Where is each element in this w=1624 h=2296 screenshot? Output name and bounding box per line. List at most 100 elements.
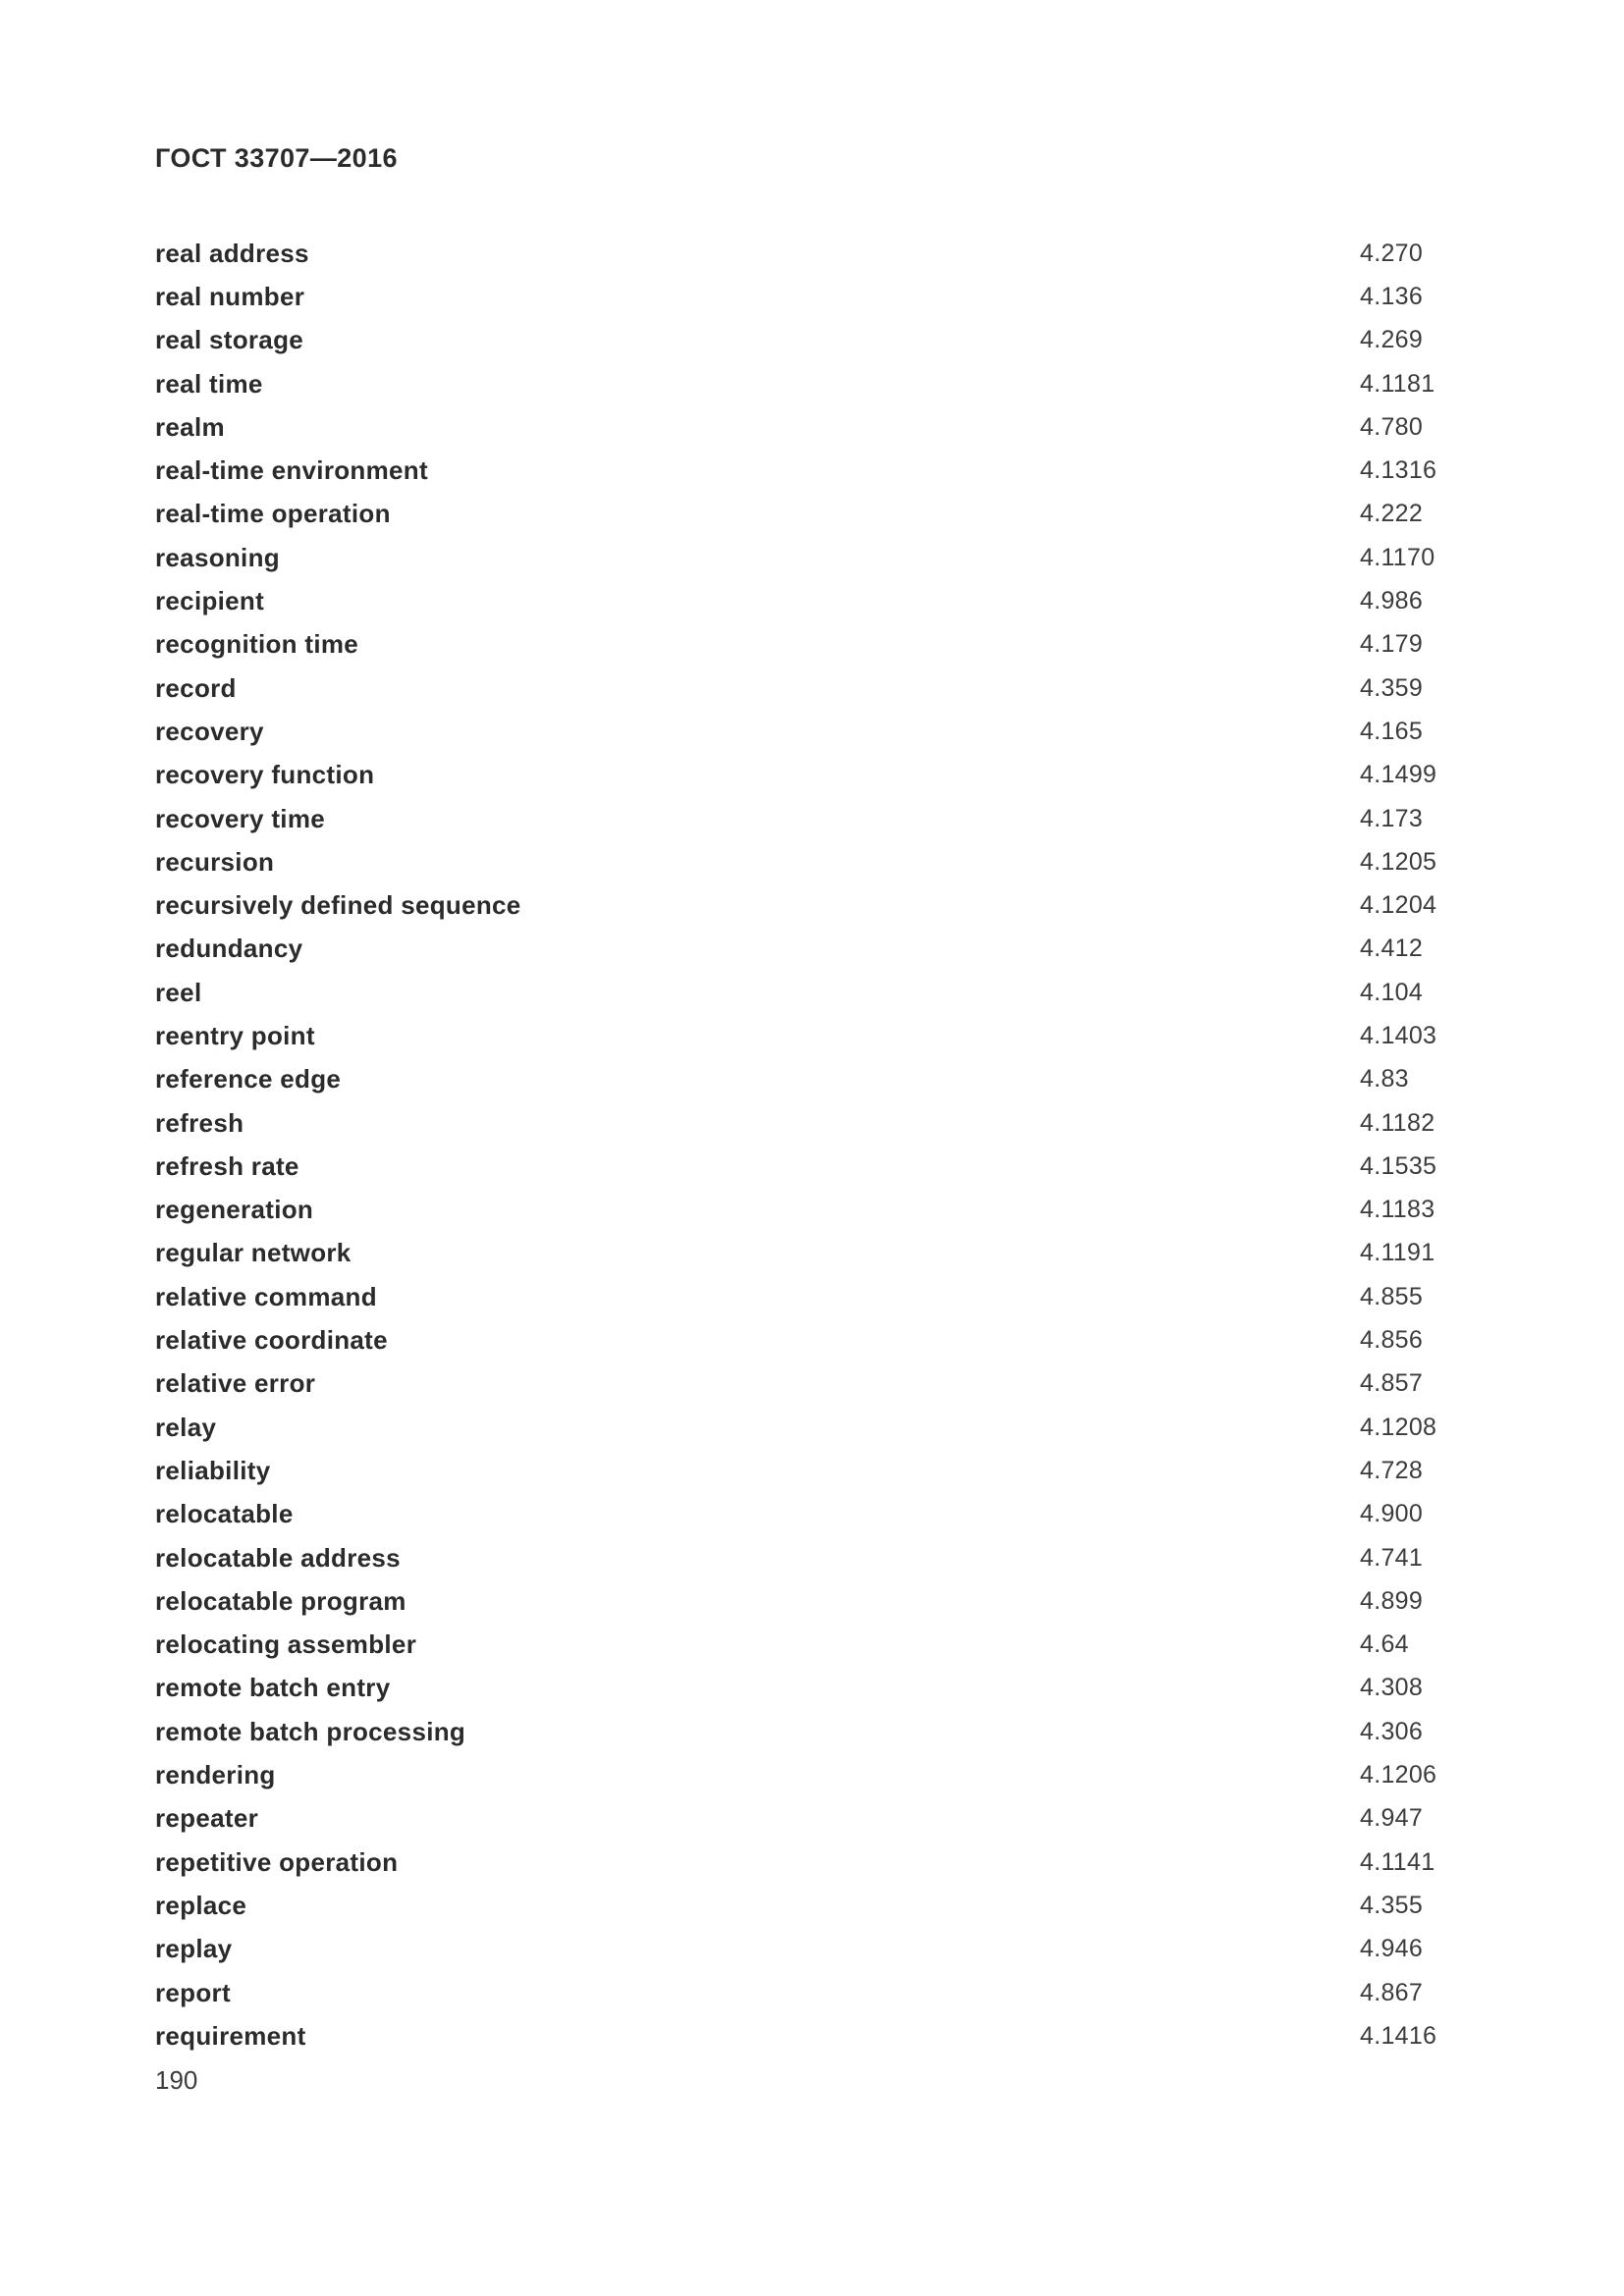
index-ref: 4.946: [1360, 1935, 1424, 1963]
index-term: requirement: [155, 2020, 306, 2051]
index-ref: 4.222: [1360, 500, 1424, 528]
index-row: regeneration 4.1183: [155, 1189, 1476, 1232]
index-ref: 4.855: [1360, 1282, 1424, 1310]
index-ref: 4.270: [1360, 239, 1424, 267]
index-ref: 4.728: [1360, 1456, 1424, 1484]
index-term: refresh rate: [155, 1150, 299, 1181]
index-ref: 4.136: [1360, 282, 1424, 310]
index-ref: 4.856: [1360, 1326, 1424, 1355]
index-row: real number 4.136: [155, 275, 1476, 318]
index-term: regeneration: [155, 1195, 314, 1225]
index-row: relocatable address 4.741: [155, 1536, 1476, 1579]
index-row: real-time environment 4.1316: [155, 449, 1476, 492]
index-term: record: [155, 672, 237, 703]
index-term: recovery: [155, 716, 264, 746]
index-row: refresh 4.1182: [155, 1101, 1476, 1145]
index-term: remote batch processing: [155, 1716, 466, 1746]
index-ref: 4.741: [1360, 1543, 1424, 1572]
index-ref: 4.412: [1360, 934, 1424, 963]
index-ref: 4.857: [1360, 1369, 1424, 1398]
index-term: recipient: [155, 586, 265, 616]
index-term: relative error: [155, 1368, 316, 1399]
index-term: recursion: [155, 846, 275, 877]
index-term: recovery function: [155, 760, 375, 790]
index-term: regular network: [155, 1238, 352, 1268]
index-row: relay 4.1208: [155, 1406, 1476, 1449]
index-row: requirement 4.1416: [155, 2014, 1476, 2057]
index-ref: 4.355: [1360, 1891, 1424, 1919]
index-row: reasoning 4.1170: [155, 536, 1476, 579]
index-term: reentry point: [155, 1020, 315, 1050]
index-ref: 4.64: [1360, 1630, 1409, 1659]
index-ref: 4.1170: [1360, 543, 1435, 571]
index-row: remote batch entry 4.308: [155, 1667, 1476, 1710]
index-term: reliability: [155, 1455, 271, 1485]
index-row: relative coordinate 4.856: [155, 1318, 1476, 1362]
index-row: refresh rate 4.1535: [155, 1145, 1476, 1188]
index-list: real address 4.270 real number 4.136 rea…: [155, 232, 1476, 2057]
index-term: redundancy: [155, 934, 303, 964]
index-ref: 4.1316: [1360, 456, 1437, 485]
index-ref: 4.1499: [1360, 761, 1437, 789]
index-row: real address 4.270: [155, 232, 1476, 275]
index-row: relative command 4.855: [155, 1275, 1476, 1318]
index-ref: 4.308: [1360, 1674, 1424, 1702]
index-ref: 4.104: [1360, 978, 1424, 1006]
index-term: refresh: [155, 1107, 244, 1138]
index-term: real-time environment: [155, 455, 428, 486]
index-row: regular network 4.1191: [155, 1232, 1476, 1275]
index-term: repetitive operation: [155, 1846, 399, 1877]
page-number: 190: [155, 2065, 198, 2095]
index-row: realm 4.780: [155, 405, 1476, 449]
index-ref: 4.1403: [1360, 1021, 1437, 1049]
index-ref: 4.780: [1360, 412, 1424, 441]
index-ref: 4.1208: [1360, 1413, 1437, 1441]
index-row: record 4.359: [155, 667, 1476, 710]
index-term: replay: [155, 1934, 233, 1964]
index-row: replay 4.946: [155, 1928, 1476, 1971]
index-term: relocating assembler: [155, 1629, 417, 1660]
index-row: reliability 4.728: [155, 1449, 1476, 1492]
index-ref: 4.986: [1360, 587, 1424, 615]
index-term: remote batch entry: [155, 1673, 391, 1703]
index-row: reel 4.104: [155, 971, 1476, 1014]
index-row: relocatable 4.900: [155, 1493, 1476, 1536]
index-ref: 4.1205: [1360, 847, 1437, 876]
index-term: real time: [155, 368, 263, 399]
index-ref: 4.900: [1360, 1500, 1424, 1528]
index-term: recognition time: [155, 629, 359, 660]
index-ref: 4.1535: [1360, 1151, 1437, 1180]
index-row: real-time operation 4.222: [155, 493, 1476, 536]
index-term: relocatable: [155, 1499, 294, 1529]
index-row: remote batch processing 4.306: [155, 1710, 1476, 1753]
index-ref: 4.83: [1360, 1065, 1409, 1094]
index-row: recursion 4.1205: [155, 840, 1476, 883]
index-term: repeater: [155, 1803, 259, 1834]
index-row: report 4.867: [155, 1971, 1476, 2014]
index-term: recursively defined sequence: [155, 890, 521, 921]
index-ref: 4.173: [1360, 804, 1424, 832]
index-row: relocating assembler 4.64: [155, 1624, 1476, 1667]
index-ref: 4.1141: [1360, 1847, 1435, 1876]
index-ref: 4.1204: [1360, 891, 1437, 920]
index-row: reentry point 4.1403: [155, 1014, 1476, 1057]
index-row: relative error 4.857: [155, 1362, 1476, 1406]
index-term: rendering: [155, 1760, 276, 1790]
index-row: repetitive operation 4.1141: [155, 1841, 1476, 1884]
index-row: redundancy 4.412: [155, 928, 1476, 971]
index-row: real time 4.1181: [155, 362, 1476, 405]
index-row: recognition time 4.179: [155, 623, 1476, 667]
index-term: reference edge: [155, 1064, 342, 1095]
index-ref: 4.867: [1360, 1978, 1424, 2006]
index-ref: 4.1182: [1360, 1108, 1435, 1137]
index-row: rendering 4.1206: [155, 1753, 1476, 1796]
index-row: repeater 4.947: [155, 1797, 1476, 1841]
index-term: real address: [155, 238, 309, 268]
index-ref: 4.1181: [1360, 369, 1435, 398]
index-row: replace 4.355: [155, 1884, 1476, 1927]
index-ref: 4.1416: [1360, 2021, 1437, 2050]
index-term: realm: [155, 411, 225, 442]
index-term: reasoning: [155, 542, 280, 572]
index-row: recursively defined sequence 4.1204: [155, 883, 1476, 927]
